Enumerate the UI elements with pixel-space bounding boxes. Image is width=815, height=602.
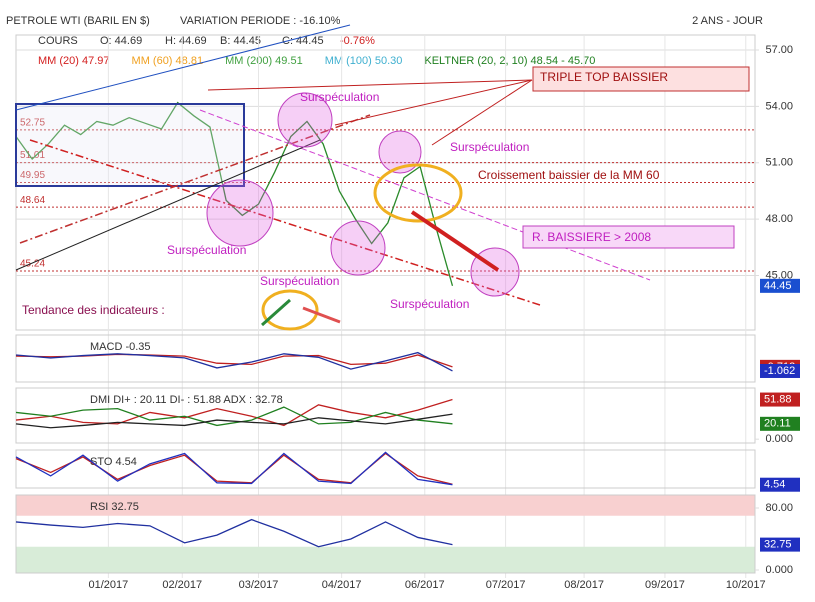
series-line	[15, 451, 453, 486]
annotation: R. BAISSIERE > 2008	[532, 230, 651, 244]
circle	[330, 220, 386, 276]
x-tick-label: 09/2017	[645, 579, 685, 591]
zone	[16, 546, 755, 573]
circle	[373, 163, 463, 223]
arrow	[261, 298, 291, 327]
value-badge-label: 32.75	[764, 539, 792, 551]
value-badge-label: 20.11	[764, 418, 791, 430]
legend-text: MM (20) 47.97	[38, 55, 110, 67]
circle	[261, 289, 319, 331]
y-tick-label: 54.00	[765, 100, 793, 112]
annotation: Surspéculation	[600, 312, 679, 326]
arrow	[302, 306, 341, 324]
panel-title: DMI DI+ : 20.11 DI- : 51.88 ADX : 32.78	[90, 394, 283, 406]
trend-line	[199, 109, 651, 281]
annotation: Surspéculation	[390, 297, 469, 311]
variation: VARIATION PERIODE : -16.10%	[180, 15, 341, 27]
legend-text: C: 44.45	[282, 35, 324, 47]
circle	[378, 130, 422, 174]
plot-frame	[15, 449, 756, 489]
value-badge	[760, 537, 800, 552]
plots: 45.00 48.00 51.00 54.00 57.00 01/2017 02/2017 0…	[15, 34, 800, 591]
arrow	[334, 79, 533, 126]
x-tick-label: 07/2017	[486, 579, 526, 591]
annotation: Croissement baissier de la MM 60	[478, 168, 660, 182]
x-tick-label: 02/2017	[162, 579, 202, 591]
level-label: 49.95	[20, 170, 45, 181]
circle	[206, 179, 274, 247]
legend-text: COURS	[38, 35, 78, 47]
plot-frame	[15, 494, 756, 574]
y-tick-label: 0.000	[765, 433, 793, 445]
panel-title: STO 4.54	[90, 456, 137, 468]
value-badge-label: -1.062	[764, 365, 795, 377]
range-box	[15, 103, 245, 187]
panel-title: RSI 32.75	[90, 501, 139, 513]
zone	[16, 495, 755, 516]
series-line	[15, 351, 453, 372]
legend-text: B: 44.45	[220, 35, 261, 47]
value-badge	[760, 392, 800, 407]
series-line	[15, 406, 453, 427]
value-badge	[760, 363, 800, 378]
y-tick-label: 0.000	[765, 564, 793, 576]
legend-text: MM (200) 49.51	[225, 55, 303, 67]
x-tick-label: 01/2017	[88, 579, 128, 591]
trend-line	[19, 114, 371, 244]
value-badge-label: 51.88	[764, 393, 792, 405]
series-line	[15, 413, 453, 429]
value-badge-label: 4.54	[764, 479, 785, 491]
label-box	[532, 66, 750, 92]
value-badge	[760, 278, 800, 293]
value-badge-label: 44.45	[764, 280, 792, 292]
period: 2 ANS - JOUR	[692, 15, 763, 27]
y-tick-label: 45.00	[765, 269, 793, 281]
annotations	[15, 24, 750, 331]
annotation: Surspéculation	[450, 140, 529, 154]
value-badge	[760, 477, 800, 492]
value-badge	[760, 416, 800, 431]
y-tick-label: 48.00	[765, 213, 793, 225]
trend-line	[15, 24, 351, 111]
plot-frame	[15, 387, 756, 444]
x-tick-label: 08/2017	[564, 579, 604, 591]
title: PETROLE WTI (BARIL EN $)	[6, 15, 150, 27]
legend-text: MM (60) 48.81	[132, 55, 204, 67]
series-line	[15, 398, 453, 427]
annotation: Surspéculation	[300, 90, 379, 104]
trend-line	[29, 139, 541, 306]
level-label: 52.75	[20, 118, 45, 129]
series-line	[15, 518, 453, 548]
label-box	[522, 225, 735, 249]
legend-text: MM (100) 50.30	[325, 55, 403, 67]
trend-line	[15, 139, 321, 271]
level-label: 45.24	[20, 259, 45, 270]
panel-title: MACD -0.35	[90, 341, 151, 353]
legend-text: -0.76%	[340, 35, 375, 47]
annotation: Surspéculation	[260, 274, 339, 288]
y-tick-label: 57.00	[765, 44, 793, 56]
level-label: 48.64	[20, 195, 45, 206]
arrow	[410, 210, 500, 272]
plot-frame	[15, 334, 756, 383]
arrow	[207, 79, 533, 91]
circle	[277, 92, 333, 148]
annotation: Surspéculation	[167, 243, 246, 257]
legend: MM (20) 47.97 MM (60) 48.81 MM (200) 49.51…	[38, 55, 595, 67]
x-tick-label: 04/2017	[322, 579, 362, 591]
annotation: Tendance des indicateurs :	[22, 303, 165, 317]
level-label: 51.01	[20, 150, 45, 161]
series-line	[15, 101, 454, 287]
legend-text: H: 44.69	[165, 35, 207, 47]
x-tick-label: 03/2017	[239, 579, 279, 591]
annotation: TRIPLE TOP BAISSIER	[540, 70, 668, 84]
y-tick-label: 51.00	[765, 157, 793, 169]
x-tick-label: 06/2017	[405, 579, 445, 591]
legend-text: O: 44.69	[100, 35, 142, 47]
y-tick-label: 80.00	[765, 502, 793, 514]
arrow	[431, 79, 533, 146]
legend-text: KELTNER (20, 2, 10) 48.54 - 45.70	[424, 55, 595, 67]
x-tick-label: 10/2017	[726, 579, 766, 591]
